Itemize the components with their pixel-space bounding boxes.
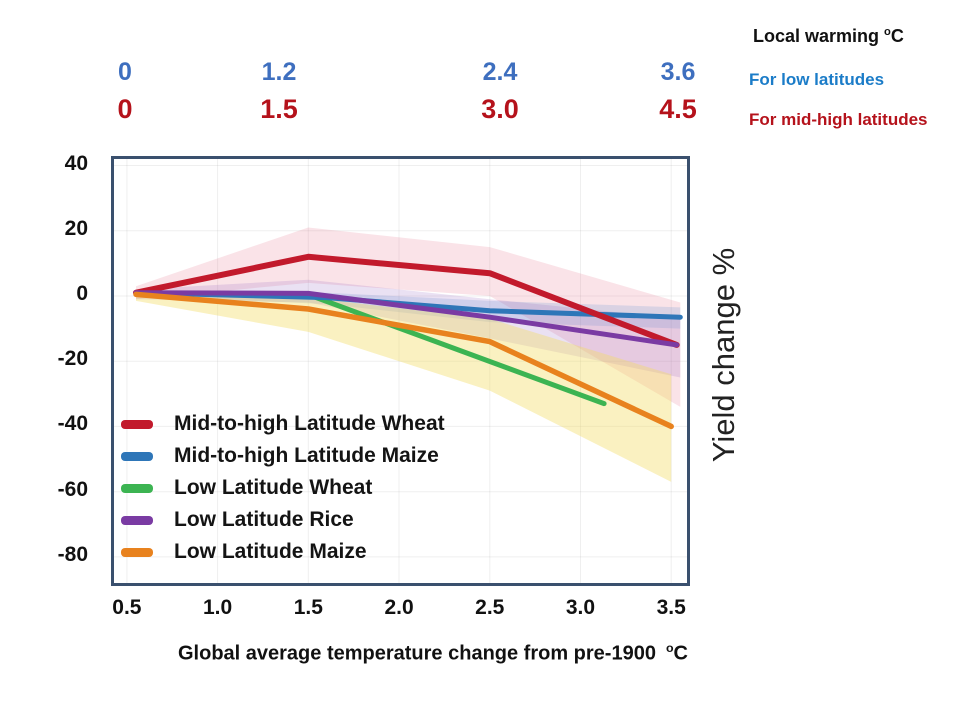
mid-high-latitude-scale-tick: 0 xyxy=(117,94,133,124)
y-tick-label: 40 xyxy=(64,151,88,175)
legend-swatch xyxy=(121,547,153,557)
chart-svg xyxy=(114,159,687,583)
x-axis-tick-labels: 0.5 1.0 1.5 2.0 2.5 3.0 3.5 xyxy=(0,596,960,628)
series-line-low-latitude-maize xyxy=(133,291,674,430)
mid-high-latitude-scale-tick: 4.5 xyxy=(659,94,697,124)
legend-item: Low Latitude Wheat xyxy=(121,472,445,504)
legend-swatch xyxy=(121,515,153,525)
y-tick-label: 0 xyxy=(76,281,88,305)
legend-label: Low Latitude Maize xyxy=(174,540,367,563)
y-tick-label: -60 xyxy=(57,477,88,501)
low-latitude-scale-tick: 0 xyxy=(118,58,132,86)
x-axis-title: Global average temperature change from p… xyxy=(113,641,753,666)
mid-high-latitudes-label: For mid-high latitudes xyxy=(749,110,928,129)
legend-label: Low Latitude Wheat xyxy=(174,476,373,499)
x-axis-title-text: Global average temperature change from p… xyxy=(178,642,656,665)
uncertainty-band-low-latitude-maize xyxy=(136,291,672,482)
low-latitude-scale-tick: 3.6 xyxy=(660,58,696,86)
degree-superscript: o xyxy=(884,26,891,38)
degree-superscript: o xyxy=(665,641,674,655)
local-warming-title-text: Local warming xyxy=(753,26,880,46)
mid-high-latitude-scale-tick: 3.0 xyxy=(481,94,519,124)
y-tick-label: 20 xyxy=(64,216,88,240)
low-latitude-scale-tick: 2.4 xyxy=(482,58,518,86)
plot-area: Mid-to-high Latitude Wheat Mid-to-high La… xyxy=(111,156,690,586)
uncertainty-band-mid-to-high-latitude-wheat xyxy=(136,227,681,407)
series-line-mid-to-high-latitude-wheat xyxy=(133,253,680,348)
celsius-unit: C xyxy=(673,642,688,665)
x-tick-label: 2.5 xyxy=(475,596,505,619)
legend-item: Low Latitude Maize xyxy=(121,536,445,568)
legend-label: Low Latitude Rice xyxy=(174,508,354,531)
y-tick-label: -20 xyxy=(57,347,88,371)
y-axis-title: Yield change % xyxy=(706,247,741,463)
legend-item: Low Latitude Rice xyxy=(121,504,445,536)
legend-item: Mid-to-high Latitude Wheat xyxy=(121,408,445,440)
low-latitude-scale-tick: 1.2 xyxy=(261,58,297,86)
y-tick-label: -80 xyxy=(57,542,88,566)
mid-high-latitude-scale-tick: 1.5 xyxy=(260,94,298,124)
x-tick-label: 0.5 xyxy=(112,596,142,619)
legend: Mid-to-high Latitude Wheat Mid-to-high La… xyxy=(121,408,445,568)
legend-swatch xyxy=(121,419,153,429)
legend-label: Mid-to-high Latitude Wheat xyxy=(174,412,445,435)
celsius-unit: C xyxy=(890,26,904,46)
x-tick-label: 3.5 xyxy=(656,596,686,619)
series-line-low-latitude-wheat xyxy=(309,293,607,407)
low-latitudes-label: For low latitudes xyxy=(749,70,885,89)
series-line-low-latitude-rice xyxy=(133,290,680,348)
local-warming-title: Local warming oC xyxy=(753,26,904,47)
y-tick-label: -40 xyxy=(57,412,88,436)
x-tick-label: 1.5 xyxy=(293,596,323,619)
x-tick-label: 1.0 xyxy=(202,596,233,619)
legend-item: Mid-to-high Latitude Maize xyxy=(121,440,445,472)
legend-swatch xyxy=(121,483,153,493)
x-tick-label: 2.0 xyxy=(384,596,414,619)
x-tick-label: 3.0 xyxy=(565,596,596,619)
legend-label: Mid-to-high Latitude Maize xyxy=(174,444,439,467)
legend-swatch xyxy=(121,451,153,461)
